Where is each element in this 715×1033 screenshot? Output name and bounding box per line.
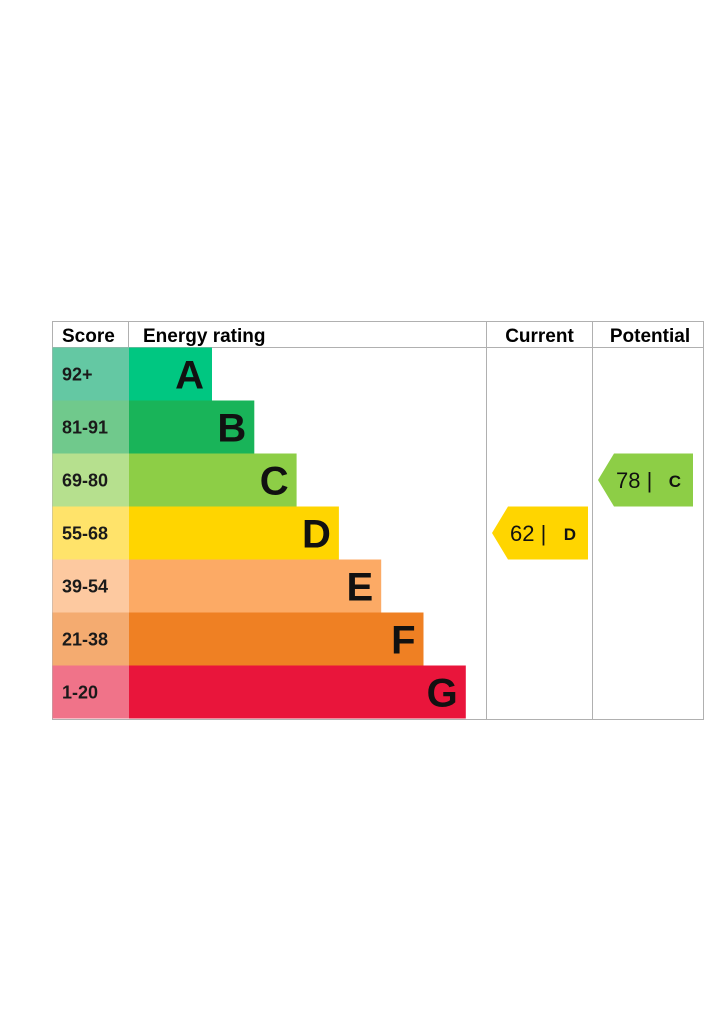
potential-header: Potential <box>610 326 690 347</box>
current-rating-marker <box>492 506 588 560</box>
band-letter-g: G <box>427 672 458 716</box>
rating-markers: 62 | D 78 | C <box>492 453 693 560</box>
score-cell-b <box>52 400 129 454</box>
score-range-c: 69-80 <box>62 471 108 491</box>
band-bar-e <box>129 559 382 613</box>
score-cell-g <box>52 665 129 719</box>
score-range-f: 21-38 <box>62 630 108 650</box>
score-cell-f <box>52 612 129 666</box>
score-header: Score <box>62 326 115 347</box>
energy-rating-header: Energy rating <box>143 326 265 347</box>
band-letter-f: F <box>391 619 415 663</box>
band-bar-g <box>129 665 466 719</box>
score-range-b: 81-91 <box>62 418 108 438</box>
rating-bands: 92+ A 81-91 B 69-80 C 55-68 D 39-54 E 21-38 F 1-20 G <box>52 347 466 719</box>
band-letter-d: D <box>302 513 331 557</box>
current-header: Current <box>505 326 574 347</box>
score-cell-d <box>52 506 129 560</box>
score-cell-e <box>52 559 129 613</box>
band-bar-d <box>129 506 339 560</box>
score-cell-a <box>52 347 129 401</box>
score-range-g: 1-20 <box>62 683 98 703</box>
current-rating-letter: D <box>564 525 576 544</box>
band-bar-f <box>129 612 424 666</box>
potential-rating-marker <box>598 453 693 507</box>
score-range-d: 55-68 <box>62 524 108 544</box>
band-bar-a <box>129 347 212 401</box>
score-range-e: 39-54 <box>62 577 108 597</box>
score-cell-c <box>52 453 129 507</box>
current-rating-score: 62 | <box>510 521 546 546</box>
band-bar-b <box>129 400 255 454</box>
band-letter-b: B <box>217 407 246 451</box>
potential-rating-letter: C <box>669 472 681 491</box>
potential-rating-score: 78 | <box>616 468 652 493</box>
band-letter-e: E <box>347 566 374 610</box>
band-bar-c <box>129 453 297 507</box>
score-range-a: 92+ <box>62 365 93 385</box>
band-letter-a: A <box>175 354 204 398</box>
band-letter-c: C <box>260 460 289 504</box>
